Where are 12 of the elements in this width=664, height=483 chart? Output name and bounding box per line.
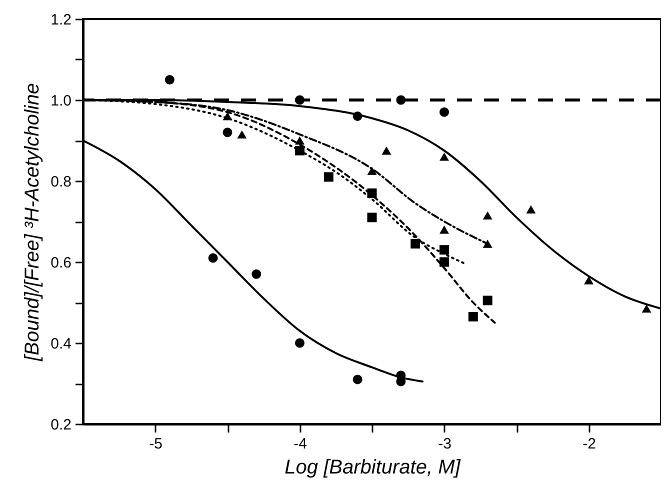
y-tick-label: 0.2 — [50, 416, 72, 434]
y-tick-label: 0.6 — [50, 254, 72, 272]
y-tick-label: 1.0 — [50, 92, 72, 110]
x-tick-label: -2 — [582, 436, 596, 452]
y-tick-label: 1.2 — [50, 12, 72, 28]
y-axis-title: [Bound]/[Free] ³H-Acetylcholine — [22, 83, 44, 362]
y-tick-label: 0.4 — [50, 336, 72, 352]
x-tick-label: -5 — [149, 436, 162, 452]
x-tick-label: -4 — [294, 436, 307, 452]
x-tick-label: -3 — [438, 436, 452, 452]
x-axis-title: Log [Barbiturate, M] — [284, 456, 461, 478]
y-tick-label: 0.8 — [50, 174, 72, 190]
